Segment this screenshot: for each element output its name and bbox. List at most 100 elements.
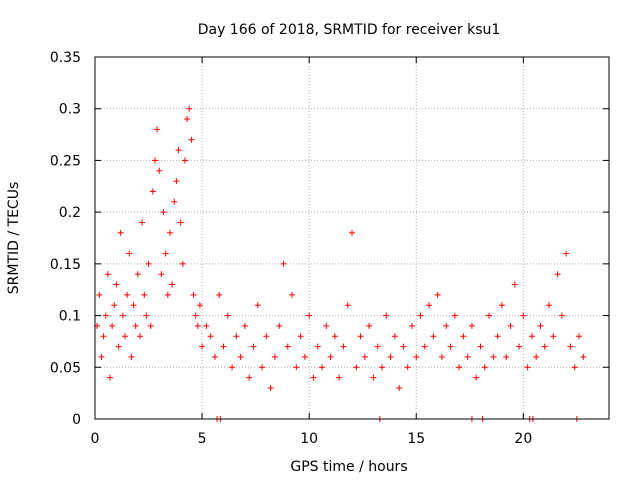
data-point [199, 343, 206, 350]
data-point [166, 229, 173, 236]
data-point [451, 312, 458, 319]
data-point [203, 322, 210, 329]
data-point [104, 271, 111, 278]
data-point [408, 322, 415, 329]
data-point [344, 302, 351, 309]
data-point [126, 250, 133, 257]
plot-frame [94, 56, 610, 420]
data-point [233, 333, 240, 340]
data-point [357, 333, 364, 340]
data-point [188, 136, 195, 143]
data-point [220, 343, 227, 350]
data-point [391, 333, 398, 340]
data-point [404, 364, 411, 371]
data-point [503, 353, 510, 360]
data-point [438, 353, 445, 360]
data-point [156, 167, 163, 174]
data-point [259, 364, 266, 371]
data-point [154, 126, 161, 133]
data-point [171, 198, 178, 205]
data-point [267, 384, 274, 391]
y-tick-label: 0.2 [59, 205, 81, 221]
data-point [400, 343, 407, 350]
data-points [94, 105, 587, 422]
data-point [366, 322, 373, 329]
data-point [387, 353, 394, 360]
data-point [319, 364, 326, 371]
data-point [374, 343, 381, 350]
data-point [179, 260, 186, 267]
data-point [284, 343, 291, 350]
data-point [164, 291, 171, 298]
data-point [192, 312, 199, 319]
grid-lines [95, 57, 609, 419]
data-point [576, 333, 583, 340]
data-point [447, 343, 454, 350]
data-point [145, 260, 152, 267]
y-tick-label: 0.05 [50, 360, 81, 376]
data-point [141, 291, 148, 298]
data-point [310, 374, 317, 381]
data-point [507, 322, 514, 329]
data-point [139, 219, 146, 226]
x-tick-label: 15 [407, 431, 425, 447]
data-point [113, 281, 120, 288]
data-point [106, 374, 113, 381]
data-point [323, 322, 330, 329]
data-point [194, 322, 201, 329]
data-point [121, 333, 128, 340]
data-point [473, 374, 480, 381]
data-point [117, 229, 124, 236]
data-point [349, 229, 355, 236]
data-point [119, 312, 126, 319]
data-point [571, 364, 578, 371]
data-point [580, 353, 587, 360]
data-point [533, 353, 540, 360]
data-point [111, 302, 118, 309]
data-point [528, 333, 535, 340]
data-point [181, 157, 188, 164]
data-point [271, 353, 278, 360]
data-point [132, 322, 139, 329]
data-point [443, 322, 450, 329]
data-point [370, 374, 377, 381]
x-tick-label: 5 [198, 431, 207, 447]
data-point [128, 353, 135, 360]
data-point [175, 147, 182, 154]
data-point [314, 343, 321, 350]
data-point [541, 343, 548, 350]
data-point [353, 364, 360, 371]
data-point [207, 333, 214, 340]
data-point [229, 364, 236, 371]
data-point [306, 312, 313, 319]
data-point [486, 312, 493, 319]
data-point [151, 157, 158, 164]
data-point [98, 353, 105, 360]
data-point [327, 353, 334, 360]
data-point [254, 302, 261, 309]
data-point [177, 219, 184, 226]
data-point [336, 374, 343, 381]
data-point [134, 271, 141, 278]
data-point [361, 353, 368, 360]
data-point [293, 364, 300, 371]
data-point [136, 333, 143, 340]
data-point [250, 343, 257, 350]
data-point [96, 291, 103, 298]
data-point [460, 333, 467, 340]
data-point [196, 302, 203, 309]
y-tick-label: 0.1 [59, 309, 81, 325]
data-point [289, 291, 296, 298]
data-point [149, 188, 156, 195]
chart-title: Day 166 of 2018, SRMTID for receiver ksu… [198, 22, 501, 38]
data-point [511, 281, 518, 288]
data-point [554, 271, 561, 278]
x-axis-ticks: 0 5 10 15 20 [91, 57, 532, 447]
y-tick-label: 0 [72, 412, 81, 428]
y-axis-ticks: 0 0.05 0.1 0.15 0.2 0.25 0.3 0.35 [50, 50, 609, 428]
data-point [224, 312, 231, 319]
x-axis-label: GPS time / hours [290, 459, 407, 475]
data-point [567, 343, 574, 350]
